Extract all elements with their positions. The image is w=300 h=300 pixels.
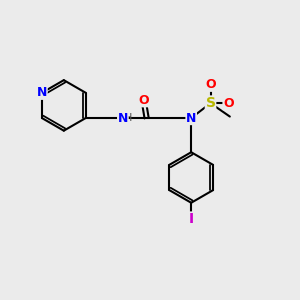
Text: O: O — [138, 94, 149, 107]
Text: I: I — [189, 212, 194, 226]
Text: H: H — [124, 113, 133, 123]
Text: N: N — [118, 112, 128, 124]
Text: N: N — [186, 112, 196, 124]
Text: O: O — [205, 78, 216, 91]
Text: N: N — [37, 86, 47, 99]
Text: S: S — [206, 96, 215, 110]
Text: O: O — [223, 97, 234, 110]
